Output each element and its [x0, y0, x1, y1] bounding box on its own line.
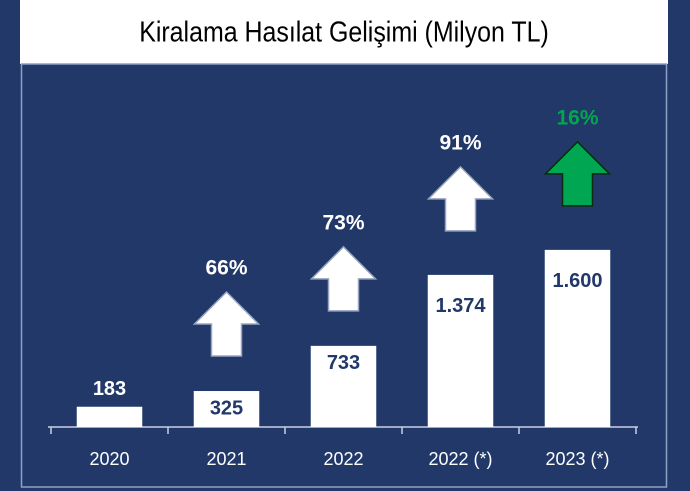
value-label: 183: [93, 378, 126, 400]
bar: [310, 345, 377, 427]
bar: [427, 274, 494, 427]
value-label: 325: [210, 397, 243, 419]
value-label: 733: [327, 352, 360, 374]
value-label: 1.600: [552, 270, 602, 292]
growth-arrow: [543, 140, 612, 207]
growth-label: 16%: [556, 106, 598, 129]
growth-label: 66%: [205, 257, 247, 280]
bar: [76, 406, 143, 427]
x-tick-label: 2020: [89, 449, 129, 469]
growth-arrow: [309, 245, 378, 312]
bar: [544, 249, 611, 427]
growth-label: 73%: [322, 211, 364, 234]
title-bar: [20, 0, 668, 64]
growth-label: 91%: [439, 131, 481, 154]
chart-title: Kiralama Hasılat Gelişimi (Milyon TL): [139, 16, 549, 48]
frame: [20, 63, 668, 488]
x-tick-label: 2022: [323, 449, 363, 469]
x-tick-label: 2022 (*): [428, 449, 492, 469]
growth-arrow: [426, 165, 495, 232]
bar: [193, 391, 260, 427]
x-tick-label: 2023 (*): [545, 449, 609, 469]
value-label: 1.374: [435, 295, 486, 317]
x-tick-label: 2021: [206, 449, 246, 469]
growth-arrow: [192, 290, 261, 357]
